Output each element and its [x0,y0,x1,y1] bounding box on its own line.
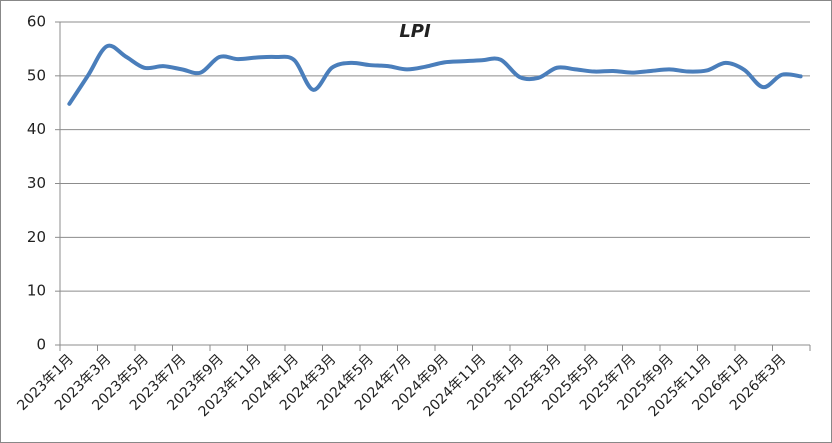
y-tick-label: 30 [27,174,46,192]
y-tick-label: 60 [27,13,46,31]
chart-title: LPI [399,21,431,42]
y-tick-label: 0 [36,336,46,354]
y-tick-label: 40 [27,120,46,138]
y-tick-label: 20 [27,228,46,246]
y-tick-label: 50 [27,66,46,84]
data-line [67,43,803,106]
y-tick-label: 10 [27,282,46,300]
